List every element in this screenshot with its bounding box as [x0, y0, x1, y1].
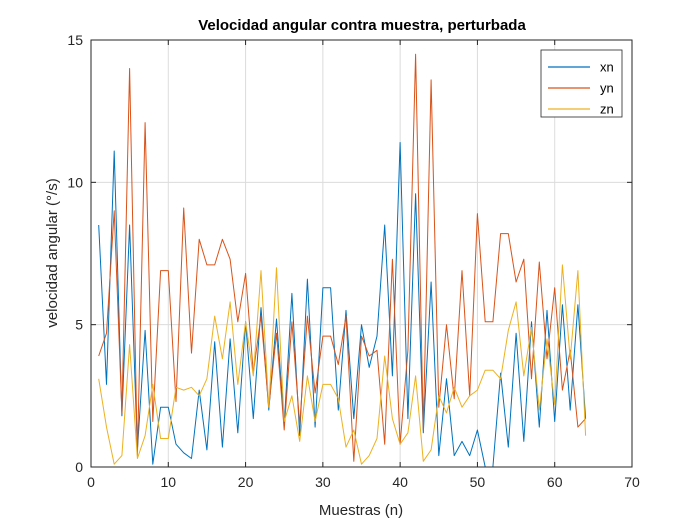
- series-lines: [98, 53, 587, 468]
- tick-marks: [90, 39, 633, 468]
- x-tick-label: 10: [160, 474, 176, 490]
- legend-label-zn: zn: [600, 102, 614, 117]
- series-line-xn: [98, 142, 587, 468]
- x-tick-label: 0: [87, 474, 95, 490]
- y-tick-labels: 0 5 10 15: [67, 32, 83, 475]
- chart-title: Velocidad angular contra muestra, pertur…: [198, 17, 526, 34]
- x-tick-label: 50: [470, 474, 486, 490]
- legend: xn yn zn: [540, 49, 623, 118]
- series-line-zn: [98, 264, 587, 465]
- y-axis-label: velocidad angular (°/s): [44, 178, 61, 327]
- x-tick-labels: 0 10 20 30 40 50 60 70: [87, 474, 640, 490]
- x-axis-label: Muestras (n): [319, 502, 403, 519]
- y-tick-label: 0: [75, 459, 83, 475]
- x-tick-label: 30: [315, 474, 331, 490]
- y-tick-label: 15: [67, 32, 83, 48]
- x-tick-label: 60: [547, 474, 563, 490]
- axes-box: [90, 39, 633, 468]
- y-tick-label: 10: [67, 174, 83, 190]
- legend-box: [540, 49, 623, 118]
- x-tick-label: 70: [624, 474, 640, 490]
- x-tick-label: 20: [238, 474, 254, 490]
- legend-label-yn: yn: [600, 81, 614, 96]
- series-line-yn: [98, 53, 586, 462]
- y-tick-label: 5: [75, 317, 83, 333]
- x-tick-label: 40: [392, 474, 408, 490]
- legend-label-xn: xn: [600, 60, 614, 75]
